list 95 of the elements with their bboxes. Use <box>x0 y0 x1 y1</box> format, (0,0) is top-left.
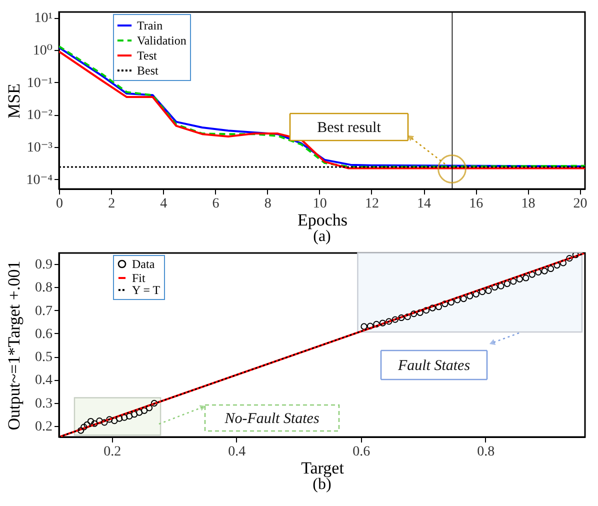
x-tick-label: 0.8 <box>477 444 495 460</box>
x-tick-label: 0.2 <box>104 444 122 460</box>
x-tick-label: 6 <box>212 196 220 212</box>
point <box>77 427 84 434</box>
x-tick-label: 2 <box>108 196 116 212</box>
point <box>442 300 448 308</box>
y-tick-label: 10¹ <box>34 11 52 26</box>
point <box>150 400 158 407</box>
y-tick-label: 10⁻¹ <box>26 76 52 91</box>
x-tick-label: 0.4 <box>228 444 246 460</box>
y-tick-label: 0.2 <box>35 419 52 434</box>
point <box>416 309 424 316</box>
x-tick-label: 20 <box>573 196 588 212</box>
y-tick-label: 0.8 <box>35 280 52 296</box>
point <box>101 419 108 426</box>
point <box>566 254 573 262</box>
point <box>516 276 523 282</box>
point <box>410 310 418 318</box>
x-tick-label: 8 <box>264 196 272 212</box>
point <box>126 412 133 420</box>
point <box>466 292 474 300</box>
legend-label: Best <box>137 64 159 78</box>
point <box>454 296 461 304</box>
point <box>554 262 560 269</box>
y-tick-label: 0.5 <box>35 350 52 366</box>
legend-label: Validation <box>137 34 186 48</box>
point <box>84 421 90 428</box>
y-axis-title: MSE <box>4 84 24 118</box>
y-tick-label: 0.6 <box>35 326 52 342</box>
point <box>366 322 374 330</box>
x-tick-label: 0 <box>56 196 63 212</box>
x-tick-label: 0.6 <box>352 444 370 460</box>
point <box>80 424 88 430</box>
point <box>379 320 386 326</box>
y-tick-label: 0.9 <box>35 258 52 273</box>
legend-label: Fit <box>132 271 146 285</box>
point <box>547 265 554 272</box>
point <box>140 407 148 414</box>
x-tick-label: 16 <box>469 196 484 212</box>
point <box>392 316 398 323</box>
x-tick-label: 12 <box>364 196 379 212</box>
point <box>485 287 492 294</box>
point <box>422 307 430 314</box>
y-tick-label: 0.7 <box>35 304 52 319</box>
point <box>498 282 504 290</box>
y-tick-label: 0.3 <box>35 396 52 412</box>
legend-label: Test <box>137 48 158 62</box>
legend-label: Train <box>137 18 163 32</box>
point <box>96 417 103 424</box>
point <box>541 268 548 274</box>
point <box>522 274 530 282</box>
point <box>111 417 118 424</box>
point <box>534 268 542 276</box>
y-axis-title: Output~=1*Target +.001 <box>4 260 24 430</box>
x-tick-label: 10 <box>312 196 327 212</box>
legend-label: Y = T <box>132 283 161 297</box>
point <box>572 253 579 258</box>
point <box>510 278 517 285</box>
point <box>429 304 436 312</box>
y-tick-label: 10⁰ <box>32 44 53 59</box>
point <box>478 288 486 296</box>
point <box>386 318 392 325</box>
point <box>91 420 98 427</box>
x-tick-label: 4 <box>160 196 168 212</box>
point <box>360 323 368 330</box>
y-tick-label: 0.4 <box>35 373 52 388</box>
annotation: No-Fault States <box>224 411 320 427</box>
point <box>398 314 405 322</box>
point <box>116 415 123 422</box>
point <box>121 414 128 421</box>
annotation: Best result <box>317 120 382 136</box>
point <box>106 416 113 423</box>
point <box>560 260 567 266</box>
point <box>404 313 411 320</box>
y-tick-label: 10⁻³ <box>26 140 52 156</box>
point <box>435 304 442 310</box>
point <box>373 320 380 328</box>
y-tick-label: 10⁻² <box>26 108 52 124</box>
annotation: Fault States <box>396 358 470 374</box>
point <box>136 409 143 416</box>
y-tick-label: 10⁻⁴ <box>26 172 53 188</box>
x-tick-label: 18 <box>521 196 536 212</box>
legend-label: Data <box>132 257 156 271</box>
point <box>491 284 498 291</box>
point <box>528 271 536 278</box>
point <box>504 280 511 288</box>
point <box>472 290 480 298</box>
x-axis-title: Target <box>301 458 344 478</box>
x-tick-label: 14 <box>417 196 432 212</box>
text: (a) <box>313 228 331 245</box>
text: (b) <box>312 476 332 493</box>
point <box>460 295 467 302</box>
point <box>130 411 138 418</box>
x-axis-title: Epochs <box>297 210 348 230</box>
point <box>87 418 94 425</box>
